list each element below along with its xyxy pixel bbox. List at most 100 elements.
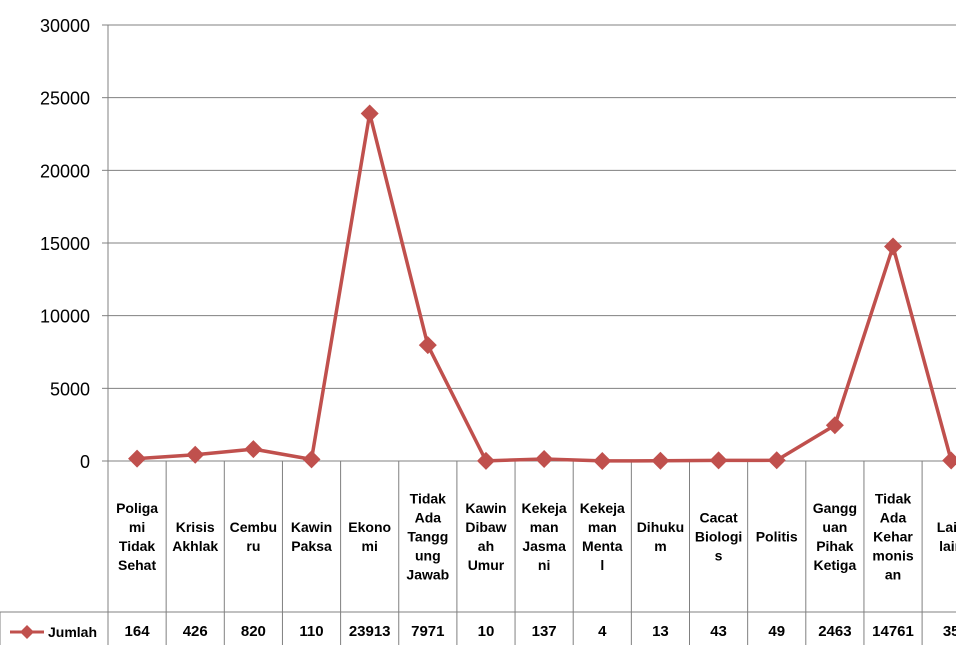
category-label-line: s [715, 548, 723, 564]
category-label: Tidak Ada Kehar monis an [872, 491, 913, 583]
category-label-line: mi [362, 538, 378, 554]
category-label-line: Menta [582, 538, 623, 554]
category-label-line: Dibaw [465, 519, 506, 535]
series-line [136, 111, 953, 463]
data-point [418, 336, 437, 355]
category-label: Kekeja man Menta l [580, 500, 625, 573]
data-table-value: 2463 [818, 623, 851, 640]
data-point [942, 451, 956, 470]
y-tick-label: 20000 [40, 161, 90, 181]
category-label: Politis [756, 529, 798, 545]
category-label-line: Kehar [873, 529, 913, 545]
category-label-line: an [885, 567, 901, 583]
category-label-line: ru [246, 538, 260, 554]
category-label-line: Poliga [116, 500, 158, 516]
category-label: Ekono mi [348, 519, 391, 554]
data-point [128, 449, 147, 468]
category-label-line: mi [129, 519, 145, 535]
data-table-value: 820 [241, 623, 266, 640]
data-point [651, 451, 670, 470]
data-table-value: 14761 [872, 623, 914, 640]
gridlines [108, 24, 956, 462]
category-label: Kekeja man Jasma ni [522, 500, 567, 573]
data-table [0, 25, 956, 645]
category-label: Kawin Dibaw ah Umur [465, 500, 506, 573]
y-tick-label: 10000 [40, 307, 90, 327]
category-label-line: Krisis [176, 519, 215, 535]
category-label: Tidak Ada Tangg ung Jawab [406, 491, 449, 583]
diamond-line-icon [20, 625, 34, 639]
category-label-line: Ada [880, 510, 907, 526]
data-table-value: 164 [125, 623, 151, 640]
category-label-line: Cacat [700, 510, 738, 526]
category-label-line: ni [538, 557, 550, 573]
category-label-line: Gangg [813, 500, 857, 516]
y-axis-ticks: 0 5000 10000 15000 20000 25000 30000 [40, 16, 108, 472]
category-label-line: Umur [468, 557, 505, 573]
category-label-line: Ada [415, 510, 442, 526]
data-table-value: 43 [710, 623, 727, 640]
data-table-value: 13 [652, 623, 669, 640]
category-label-line: Paksa [291, 538, 332, 554]
category-label-line: Kekeja [522, 500, 567, 516]
category-label: Cacat Biologi s [695, 510, 742, 564]
category-label-line: Ekono [348, 519, 391, 535]
data-point [302, 450, 321, 469]
category-label-line: Akhlak [172, 538, 218, 554]
category-label-line: Sehat [118, 557, 156, 573]
category-label-line: Politis [756, 529, 798, 545]
y-tick-label: 5000 [50, 379, 90, 399]
data-point [535, 450, 554, 469]
category-label-line: Tidak [875, 491, 912, 507]
category-label-line: man [588, 519, 617, 535]
category-label: Krisis Akhlak [172, 519, 218, 554]
category-label-line: uan [822, 519, 847, 535]
data-point [767, 451, 786, 470]
category-label: Kawin Paksa [291, 519, 332, 554]
data-table-value: 4 [598, 623, 607, 640]
legend: Jumlah [10, 624, 97, 640]
category-label-line: monis [872, 548, 913, 564]
category-label-line: Tidak [119, 538, 156, 554]
data-point [360, 104, 379, 123]
data-table-value: 110 [299, 623, 323, 640]
category-label-line: Tangg [407, 529, 448, 545]
category-label-line: Kawin [465, 500, 506, 516]
category-label-line: man [530, 519, 559, 535]
data-point [186, 445, 205, 464]
legend-label: Jumlah [48, 624, 97, 640]
data-table-value: 426 [183, 623, 208, 640]
category-label-line: Kawin [291, 519, 332, 535]
category-label-line: Ketiga [813, 557, 856, 573]
category-label-line: Pihak [816, 538, 854, 554]
y-tick-label: 25000 [40, 89, 90, 109]
data-point [884, 237, 903, 256]
data-table-value: 23913 [349, 623, 391, 640]
data-table-value: 10 [478, 623, 495, 640]
category-label-line: l [600, 557, 604, 573]
category-label-line: Biologi [695, 529, 742, 545]
category-label: Cembu ru [230, 519, 277, 554]
data-table-value: 7971 [411, 623, 444, 640]
series-jumlah [128, 104, 956, 470]
category-label: Gangg uan Pihak Ketiga [813, 500, 857, 573]
category-label-line: Jasma [522, 538, 566, 554]
data-point [593, 451, 612, 470]
y-tick-label: 15000 [40, 234, 90, 254]
data-point [709, 451, 728, 470]
category-label-line: ah [478, 538, 494, 554]
category-label-line: Dihuku [637, 519, 684, 535]
category-label: Poliga mi Tidak Sehat [116, 500, 158, 573]
category-label-line: lain [939, 538, 956, 554]
data-point [825, 416, 844, 435]
data-point [476, 451, 495, 470]
category-label-line: ung [415, 548, 441, 564]
category-label: Lain lain [937, 519, 956, 554]
category-label-line: Cembu [230, 519, 277, 535]
data-point [244, 440, 263, 459]
category-label-line: Kekeja [580, 500, 625, 516]
category-label-line: Lain [937, 519, 956, 535]
data-table-value: 49 [768, 623, 785, 640]
data-table-value: 35 [943, 623, 956, 640]
